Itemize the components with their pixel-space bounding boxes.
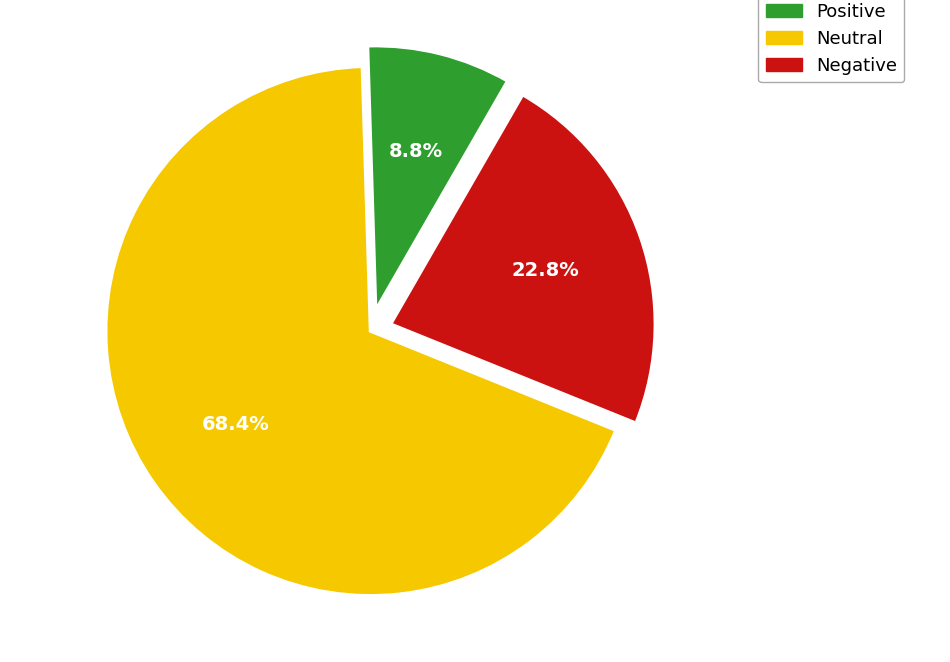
Text: 8.8%: 8.8% <box>389 142 443 161</box>
Wedge shape <box>105 66 616 596</box>
Wedge shape <box>390 95 656 423</box>
Legend: Positive, Neutral, Negative: Positive, Neutral, Negative <box>758 0 904 82</box>
Text: 68.4%: 68.4% <box>202 415 270 434</box>
Wedge shape <box>368 46 507 310</box>
Text: 22.8%: 22.8% <box>512 261 580 280</box>
